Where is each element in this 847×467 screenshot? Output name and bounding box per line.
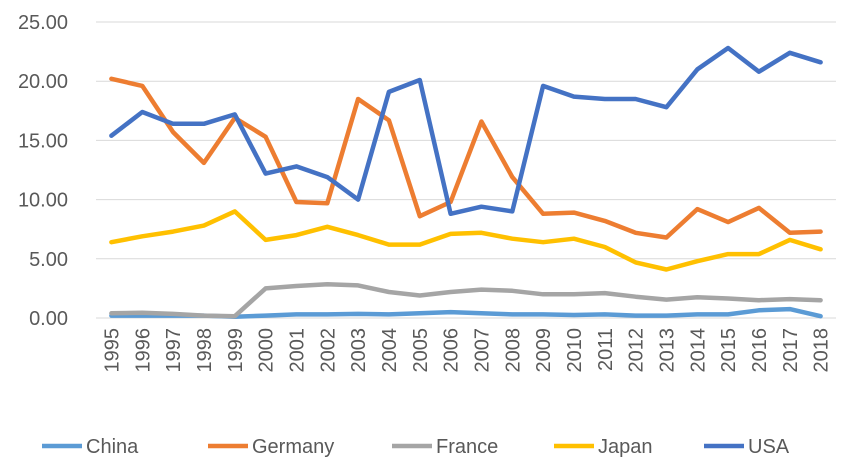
series-line-japan: [109, 209, 823, 272]
x-tick-label: 1998: [194, 328, 216, 373]
x-tick-label: 2016: [749, 328, 771, 373]
y-tick-label: 5.00: [29, 249, 68, 271]
y-tick-label: 20.00: [18, 71, 68, 93]
x-tick-label: 2012: [626, 328, 648, 373]
series-line-usa: [109, 45, 823, 217]
x-tick-label: 2009: [533, 328, 555, 373]
legend-item-germany: Germany: [208, 436, 334, 458]
y-tick-label: 0.00: [29, 308, 68, 330]
legend: China Germany France Japan USA: [42, 436, 790, 458]
legend-label: France: [436, 436, 498, 458]
x-axis-ticks: 1995 1996 1997 1998 1999 2000 2001 2002 2003 2004…: [101, 328, 832, 373]
legend-label: USA: [748, 436, 790, 458]
x-tick-label: 2005: [410, 328, 432, 373]
x-tick-label: 2010: [564, 328, 586, 373]
y-tick-label: 15.00: [18, 130, 68, 152]
x-tick-label: 2014: [687, 328, 709, 373]
legend-label: Japan: [598, 436, 653, 458]
x-tick-label: 2011: [595, 328, 617, 371]
y-tick-label: 25.00: [18, 12, 68, 34]
y-tick-label: 10.00: [18, 190, 68, 212]
x-tick-label: 1995: [101, 328, 123, 373]
x-tick-label: 2003: [348, 328, 370, 373]
legend-item-china: China: [42, 436, 139, 458]
x-tick-label: 1997: [163, 328, 185, 373]
x-tick-label: 2008: [502, 328, 524, 373]
x-tick-label: 1999: [225, 328, 247, 373]
x-tick-label: 1996: [132, 328, 154, 373]
x-tick-label: 2004: [379, 328, 401, 373]
x-tick-label: 2006: [441, 328, 463, 373]
x-tick-label: 2000: [256, 328, 278, 373]
x-tick-label: 2017: [780, 328, 802, 373]
x-tick-label: 2007: [471, 328, 493, 373]
series-line-france: [109, 282, 823, 319]
x-tick-label: 2018: [811, 328, 833, 373]
legend-item-usa: USA: [704, 436, 790, 458]
series-line-germany: [109, 76, 823, 240]
legend-label: Germany: [252, 436, 334, 458]
x-tick-label: 2013: [656, 328, 678, 373]
x-tick-label: 2001: [286, 328, 308, 373]
legend-item-france: France: [392, 436, 498, 458]
legend-item-japan: Japan: [554, 436, 653, 458]
y-axis-ticks: 0.00 5.00 10.00 15.00 20.00 25.00: [18, 12, 68, 330]
x-tick-label: 2015: [718, 328, 740, 373]
legend-label: China: [86, 436, 139, 458]
series-lines: [109, 45, 823, 320]
x-tick-label: 2002: [317, 328, 339, 373]
